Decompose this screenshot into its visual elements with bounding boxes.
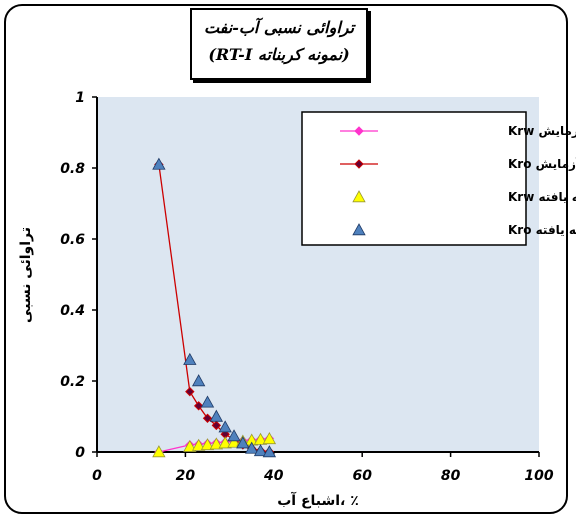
data-point: [200, 438, 215, 451]
data-point: [218, 436, 232, 449]
y-tick-label: 0.4: [60, 303, 85, 319]
data-point: [191, 374, 206, 387]
y-axis-label: تراوائی نسبی: [18, 227, 34, 323]
y-tick-label: 0.2: [60, 374, 85, 390]
data-point: [236, 436, 250, 449]
x-tick-label: 40: [263, 468, 284, 484]
data-point: [183, 352, 197, 365]
data-point: [209, 437, 224, 450]
data-point: [152, 445, 166, 458]
y-tick-label: 1: [75, 90, 85, 106]
chart-title-box: تراوائی نسبی آب-نفت (نمونه کربناته RT-I): [190, 8, 368, 80]
legend-label: آزمایش Kro: [508, 156, 576, 171]
legend-marker: [354, 126, 364, 136]
legend-item: مدل توسعه یافته Kro: [352, 223, 576, 238]
data-point: [262, 432, 277, 445]
x-tick-label: 0: [92, 468, 102, 484]
x-tick-label: 80: [441, 468, 461, 484]
data-point: [211, 420, 222, 431]
chart-title-line1: تراوائی نسبی آب-نفت: [203, 18, 355, 37]
data-point: [202, 413, 213, 423]
y-tick-label: 0: [75, 445, 85, 461]
x-axis-label: اشباع آب، ٪: [277, 491, 359, 509]
data-point: [183, 439, 197, 452]
legend-label: مدل توسعه یافته Kro: [508, 223, 576, 238]
legend: آزمایش Krw آزمایش Kro مدل توسعه یافته Krw م…: [301, 111, 576, 246]
data-point: [262, 445, 277, 458]
data-point: [193, 401, 204, 411]
x-tick-label: 100: [524, 468, 553, 484]
series-layer: [152, 157, 277, 458]
legend-marker: [354, 159, 364, 169]
data-point: [253, 444, 268, 457]
data-point: [218, 420, 232, 433]
legend-item: آزمایش Krw: [340, 123, 576, 138]
data-point: [191, 438, 206, 451]
legend-item: آزمایش Kro: [340, 156, 576, 171]
legend-marker: [352, 223, 366, 236]
y-tick-label: 0.6: [60, 232, 85, 248]
data-point: [245, 441, 259, 454]
data-point: [209, 409, 224, 422]
legend-label: آزمایش Krw: [508, 123, 576, 138]
series-3: [152, 157, 277, 458]
data-point: [200, 395, 215, 408]
legend-marker: [352, 190, 366, 203]
data-point: [227, 429, 241, 442]
data-point: [152, 157, 166, 170]
chart-title-line2: (نمونه کربناته RT-I): [208, 45, 350, 64]
data-point: [227, 435, 241, 448]
y-tick-label: 0.8: [60, 161, 85, 177]
legend-box: [301, 111, 527, 246]
legend-item: مدل توسعه یافته Krw: [352, 190, 576, 205]
axes: 0 20 40 60 80 100 0 0.2 0.4 0.6 0.8 1: [60, 90, 554, 484]
x-tick-label: 20: [176, 468, 196, 484]
legend-label: مدل توسعه یافته Krw: [508, 190, 576, 205]
data-point: [185, 386, 195, 397]
x-tick-label: 60: [352, 468, 372, 484]
